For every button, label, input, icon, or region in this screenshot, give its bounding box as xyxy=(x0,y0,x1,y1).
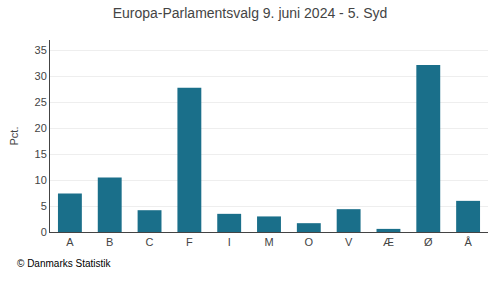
svg-text:A: A xyxy=(66,236,74,248)
svg-text:Ø: Ø xyxy=(424,236,433,248)
svg-text:© Danmarks Statistik: © Danmarks Statistik xyxy=(17,258,112,269)
svg-text:Å: Å xyxy=(464,236,472,248)
svg-text:10: 10 xyxy=(35,174,47,186)
svg-text:C: C xyxy=(146,236,154,248)
svg-text:30: 30 xyxy=(35,70,47,82)
svg-text:Europa-Parlamentsvalg 9. juni: Europa-Parlamentsvalg 9. juni 2024 - 5. … xyxy=(113,5,388,21)
svg-text:B: B xyxy=(106,236,113,248)
svg-text:F: F xyxy=(186,236,193,248)
svg-text:5: 5 xyxy=(41,200,47,212)
svg-text:0: 0 xyxy=(41,226,47,238)
svg-text:Æ: Æ xyxy=(383,236,394,248)
svg-text:V: V xyxy=(345,236,353,248)
svg-text:20: 20 xyxy=(35,122,47,134)
svg-text:M: M xyxy=(264,236,273,248)
svg-text:25: 25 xyxy=(35,96,47,108)
svg-text:O: O xyxy=(305,236,314,248)
svg-text:Pct.: Pct. xyxy=(8,127,20,146)
svg-text:15: 15 xyxy=(35,148,47,160)
svg-text:I: I xyxy=(228,236,231,248)
svg-text:35: 35 xyxy=(35,44,47,56)
